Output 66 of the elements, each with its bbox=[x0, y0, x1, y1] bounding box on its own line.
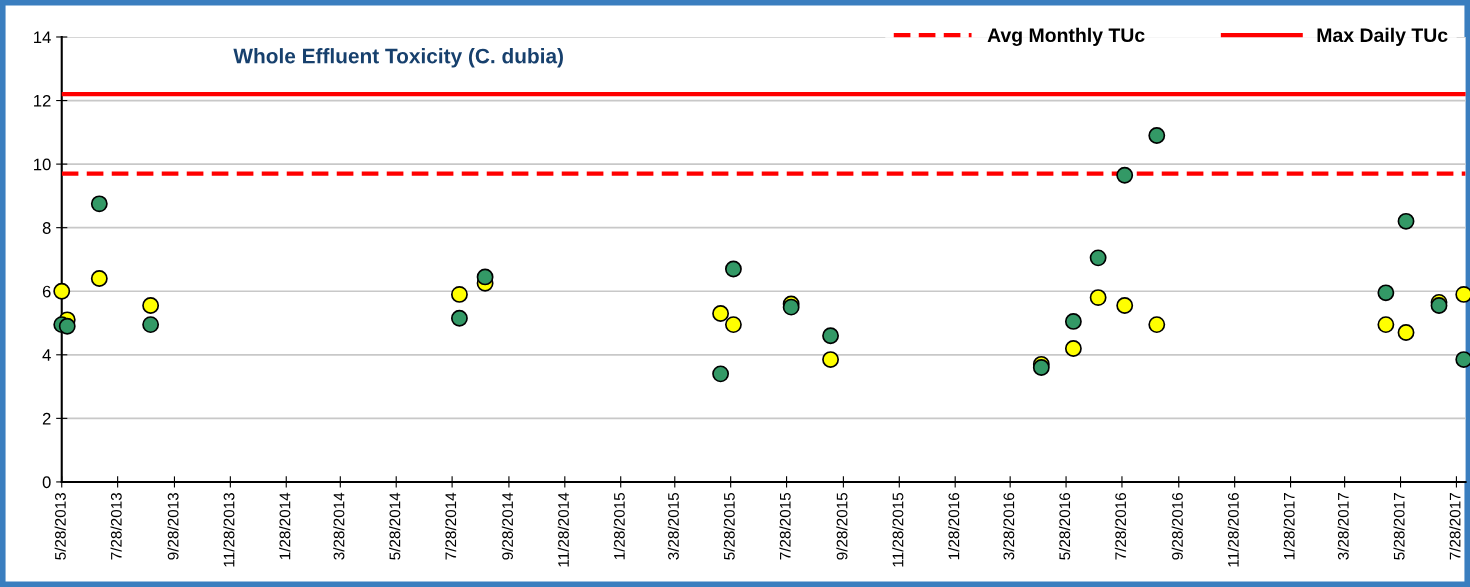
point bbox=[712, 305, 730, 322]
point bbox=[450, 309, 468, 327]
x-tick-label: 11/28/2015 bbox=[892, 492, 904, 567]
x-tick-label: 5/28/2013 bbox=[54, 493, 66, 560]
point bbox=[1064, 312, 1082, 330]
x-tick-label: 1/28/2017 bbox=[1283, 493, 1295, 560]
legend-label: Avg Monthly TUc bbox=[987, 27, 1145, 46]
point bbox=[1377, 316, 1395, 334]
x-tick-label: 7/28/2015 bbox=[779, 492, 791, 560]
x-tick-label: 1/28/2014 bbox=[279, 492, 291, 560]
x-tick-label: 1/28/2015 bbox=[613, 492, 625, 560]
x-tick-label: 3/28/2017 bbox=[1337, 493, 1349, 560]
point bbox=[450, 285, 468, 303]
x-tick-label: 9/28/2013 bbox=[167, 493, 179, 560]
x-tick-label: 9/28/2016 bbox=[1171, 493, 1183, 560]
x-tick-label: 5/28/2016 bbox=[1058, 493, 1071, 560]
point bbox=[142, 316, 160, 334]
point bbox=[1397, 324, 1415, 341]
y-tick-label: 10 bbox=[34, 158, 51, 171]
x-tick-label: 11/28/2014 bbox=[557, 492, 569, 567]
y-tick-label: 12 bbox=[34, 94, 51, 107]
point bbox=[1032, 359, 1050, 376]
point bbox=[1116, 297, 1134, 314]
x-tick-label: 7/28/2017 bbox=[1449, 493, 1461, 560]
point bbox=[1148, 127, 1166, 144]
point bbox=[90, 195, 108, 213]
point bbox=[724, 316, 742, 334]
point bbox=[822, 351, 840, 369]
x-tick-label: 5/28/2014 bbox=[389, 492, 401, 560]
point bbox=[58, 317, 76, 335]
point bbox=[90, 270, 108, 287]
x-tick-label: 3/28/2016 bbox=[1003, 493, 1015, 560]
point bbox=[1377, 284, 1395, 302]
x-tick-label: 11/28/2013 bbox=[223, 493, 235, 567]
point bbox=[724, 260, 742, 278]
point bbox=[822, 327, 840, 345]
x-tick-label: 7/28/2016 bbox=[1114, 493, 1127, 560]
y-tick-label: 4 bbox=[42, 349, 51, 361]
point bbox=[53, 282, 71, 300]
x-tick-label: 3/28/2014 bbox=[333, 492, 345, 560]
point bbox=[1064, 340, 1082, 357]
point bbox=[1148, 316, 1166, 334]
legend-label: Max Daily TUc bbox=[1317, 27, 1448, 46]
y-tick-label: 0 bbox=[42, 476, 51, 489]
x-tick-label: 9/28/2014 bbox=[501, 492, 514, 560]
point bbox=[1089, 249, 1107, 267]
x-tick-label: 5/28/2015 bbox=[723, 492, 735, 560]
point bbox=[1397, 212, 1415, 230]
text: Whole Effluent Toxicity (C. dubia) bbox=[233, 48, 563, 68]
point bbox=[476, 268, 494, 286]
y-tick-label: 6 bbox=[42, 285, 51, 298]
y-tick-label: 2 bbox=[42, 412, 51, 425]
point bbox=[1430, 297, 1448, 314]
point bbox=[1089, 289, 1107, 307]
y-tick-label: 14 bbox=[34, 31, 51, 44]
point bbox=[142, 297, 160, 314]
x-tick-label: 1/28/2016 bbox=[948, 493, 960, 560]
x-tick-label: 7/28/2014 bbox=[444, 492, 457, 560]
x-tick-label: 9/28/2015 bbox=[836, 492, 848, 560]
point bbox=[1116, 166, 1134, 184]
x-tick-label: 11/28/2016 bbox=[1227, 493, 1239, 567]
x-tick-label: 7/28/2013 bbox=[110, 493, 122, 560]
y-tick-label: 8 bbox=[42, 222, 51, 234]
x-tick-label: 5/28/2017 bbox=[1393, 493, 1405, 560]
point bbox=[712, 365, 730, 383]
x-tick-label: 3/28/2015 bbox=[667, 492, 679, 560]
